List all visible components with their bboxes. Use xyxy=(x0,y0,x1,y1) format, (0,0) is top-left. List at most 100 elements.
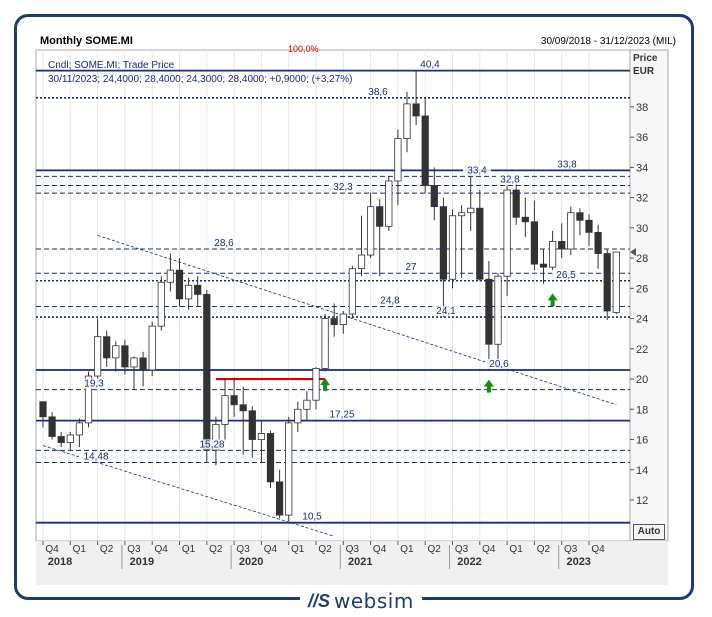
level-label-11: 20,6 xyxy=(489,359,509,370)
candle-body-34 xyxy=(348,268,357,315)
x-tick-label-19: Q3 xyxy=(564,544,578,555)
right-axis-area xyxy=(629,49,669,542)
y-tick-label-11: 34 xyxy=(636,162,648,174)
candle-body-61 xyxy=(594,231,602,254)
candle-body-14 xyxy=(166,269,174,283)
level-label-2: 33,8 xyxy=(557,159,577,170)
candle-body-31 xyxy=(321,318,329,369)
candle-body-51 xyxy=(503,189,511,277)
y-tick-label-8: 28 xyxy=(636,253,648,265)
candle-body-22 xyxy=(239,404,247,412)
level-label-3: 33,4 xyxy=(467,165,487,176)
y-tick-label-7: 26 xyxy=(636,283,648,295)
candle-body-25 xyxy=(266,433,275,483)
candle-body-40 xyxy=(403,103,411,140)
level-label-12: 19,3 xyxy=(84,379,104,390)
candle-body-26 xyxy=(275,481,284,516)
x-tick-label-4: Q4 xyxy=(155,544,169,555)
year-label-5: 2023 xyxy=(566,556,590,568)
candle-body-44 xyxy=(439,206,448,280)
candle-body-21 xyxy=(230,395,238,406)
x-tick-label-14: Q2 xyxy=(428,544,442,555)
candle-body-7 xyxy=(103,336,111,359)
level-label-8: 26,5 xyxy=(556,270,576,281)
candle-body-49 xyxy=(485,278,493,345)
candle-body-17 xyxy=(194,284,202,295)
x-tick-label-10: Q2 xyxy=(318,544,332,555)
candle-body-18 xyxy=(203,293,211,451)
signal-arrows xyxy=(320,248,636,393)
x-tick-label-16: Q4 xyxy=(482,544,496,555)
candle-body-36 xyxy=(366,206,375,256)
y-tick-label-1: 14 xyxy=(636,465,648,477)
horizontal-levels xyxy=(36,69,630,524)
level-label-13: 17,25 xyxy=(329,410,354,421)
level-label-bg-9 xyxy=(376,295,404,306)
x-tick-label-18: Q2 xyxy=(537,544,551,555)
x-tick-label-15: Q3 xyxy=(455,544,469,555)
level-label-bg-14 xyxy=(195,439,229,450)
y-tick-label-0: 12 xyxy=(636,495,648,507)
level-label-bg-16 xyxy=(298,511,326,522)
price-label: Price xyxy=(633,53,658,64)
current-price-marker xyxy=(630,248,636,257)
candle-body-59 xyxy=(576,212,584,221)
candle-body-33 xyxy=(339,313,347,326)
level-label-6: 28,6 xyxy=(214,238,234,249)
candle-body-3 xyxy=(66,434,74,443)
websim-logo-icon: //S xyxy=(308,590,331,611)
x-tick-label-8: Q4 xyxy=(264,544,278,555)
level-label-14: 15,28 xyxy=(199,439,224,450)
candle-body-6 xyxy=(94,336,102,377)
y-tick-label-6: 24 xyxy=(636,314,648,326)
candle-body-38 xyxy=(385,180,393,227)
candle-body-32 xyxy=(330,318,338,326)
year-label-3: 2021 xyxy=(348,556,372,568)
candle-body-50 xyxy=(494,275,502,345)
candle-body-45 xyxy=(448,215,457,280)
candle-body-56 xyxy=(549,241,557,268)
x-tick-label-0: Q4 xyxy=(45,544,59,555)
brand-name: websim xyxy=(334,589,414,613)
y-tick-label-3: 18 xyxy=(636,404,648,416)
candle-body-48 xyxy=(476,207,484,280)
level-label-bg-11 xyxy=(485,358,513,369)
candle-body-54 xyxy=(530,221,539,265)
candle-body-55 xyxy=(539,263,548,268)
candle-body-11 xyxy=(139,357,147,371)
candle-body-52 xyxy=(512,189,520,218)
date-range: 30/09/2018 - 31/12/2023 (MIL) xyxy=(540,36,676,47)
level-label-4: 32,8 xyxy=(500,175,520,186)
candle-body-0 xyxy=(39,401,47,418)
candle-body-57 xyxy=(558,241,566,250)
level-label-bg-8 xyxy=(552,269,580,280)
level-label-bg-2 xyxy=(553,159,581,170)
x-axis: Q4 Q1 Q2 Q3 Q4 Q1 Q2 Q3 Q4 Q1 Q2 Q3 Q4 Q1 Q2 Q3 Q4 Q1 Q2 Q3… xyxy=(42,541,605,569)
x-tick-label-3: Q3 xyxy=(127,544,141,555)
x-tick-label-12: Q4 xyxy=(373,544,387,555)
y-tick-label-4: 20 xyxy=(636,374,648,386)
candle-body-63 xyxy=(612,251,620,313)
candle-body-2 xyxy=(57,436,65,443)
candle-body-15 xyxy=(175,269,184,300)
y-tick-label-9: 30 xyxy=(636,223,648,235)
x-tick-label-17: Q1 xyxy=(509,544,523,555)
level-label-bg-15 xyxy=(79,451,113,462)
auto-scale-button[interactable]: Auto xyxy=(633,524,665,540)
level-label-bg-3 xyxy=(463,165,491,176)
level-label-bg-7 xyxy=(403,262,419,273)
candle-body-8 xyxy=(112,345,120,359)
candle-body-4 xyxy=(75,422,83,436)
candle-body-12 xyxy=(148,325,156,371)
x-tick-label-6: Q2 xyxy=(209,544,223,555)
candle-body-28 xyxy=(294,408,302,424)
info-line-2: 30/11/2023; 24,4000; 28,4000; 24,3000; 2… xyxy=(48,74,353,85)
candle-body-16 xyxy=(184,284,193,300)
signal-arrow-1 xyxy=(483,379,494,393)
y-tick-label-12: 36 xyxy=(636,132,648,144)
candle-body-27 xyxy=(285,422,293,516)
y-tick-label-10: 32 xyxy=(636,193,648,205)
level-label-bg-13 xyxy=(325,409,359,420)
candle-body-46 xyxy=(457,212,466,217)
